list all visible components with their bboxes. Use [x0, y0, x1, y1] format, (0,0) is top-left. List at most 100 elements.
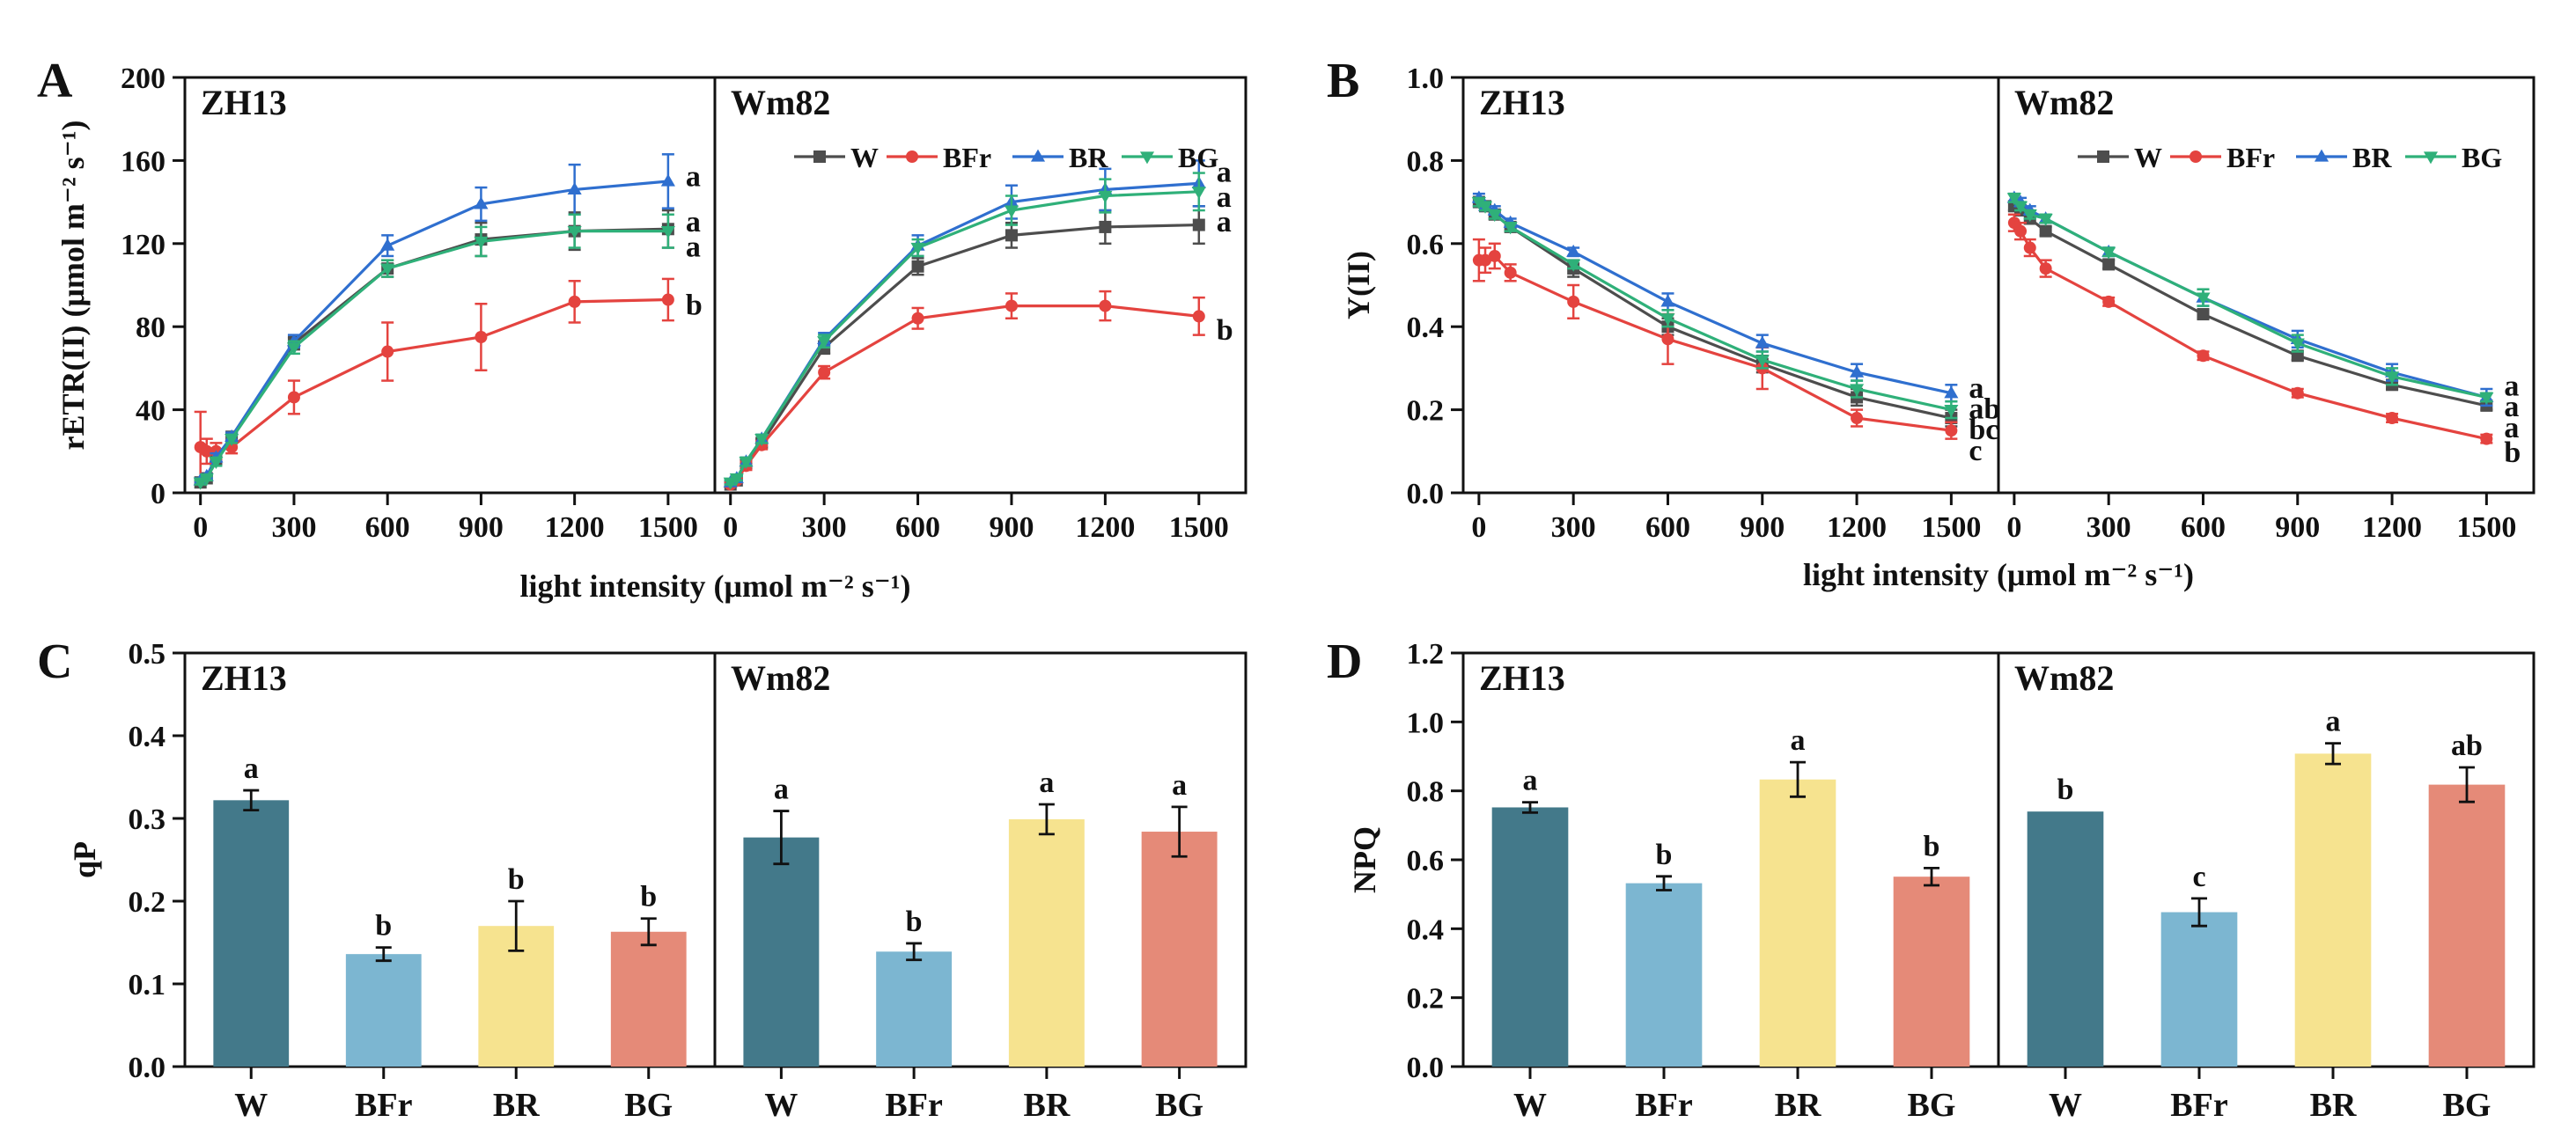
- data-point-BFr: [2102, 295, 2116, 308]
- data-point-BG: [567, 226, 582, 239]
- data-point-BG: [199, 473, 214, 486]
- significance-letter: a: [686, 160, 701, 193]
- data-point-W: [911, 260, 924, 273]
- bar-W: [1491, 807, 1569, 1067]
- panel-a-line-chart: A 0 40 80 120 160 200 rETR(II) (μmol m⁻² s⁻¹) ZH…: [37, 54, 1248, 604]
- data-point-BG: [2385, 371, 2400, 385]
- data-point-BG: [660, 226, 675, 239]
- significance-letter: a: [774, 774, 789, 806]
- data-point-BG: [1850, 384, 1865, 397]
- data-point-BR: [1850, 364, 1865, 378]
- significance-letter: b: [2057, 774, 2074, 806]
- bar-W: [743, 837, 820, 1067]
- data-point-BG: [2290, 338, 2305, 351]
- y-tick-label: 0.6: [1407, 229, 1445, 261]
- significance-letter: b: [906, 906, 923, 938]
- significance-letter: a: [1217, 157, 1232, 189]
- data-point-BFr: [2023, 241, 2036, 254]
- data-point-BG: [1004, 205, 1019, 218]
- data-point-BG: [1566, 259, 1581, 272]
- bar-BFr: [1625, 883, 1703, 1067]
- category-label: W: [234, 1087, 268, 1124]
- data-point-BR: [474, 196, 489, 209]
- legend-label: W: [850, 142, 879, 173]
- significance-letter: a: [1523, 765, 1538, 797]
- legend-label: BR: [2352, 142, 2392, 173]
- series-line-BFr: [2013, 222, 2487, 441]
- series-line-W: [1478, 201, 1952, 420]
- data-point-BG: [2022, 209, 2037, 223]
- x-tick-label: 1200: [1827, 511, 1887, 544]
- data-point-W: [2102, 258, 2116, 271]
- data-point-BFr: [661, 293, 674, 306]
- data-point-BFr: [911, 312, 924, 325]
- bar-BR: [2294, 753, 2372, 1067]
- data-point-BG: [1098, 190, 1113, 203]
- x-tick-label: 600: [2181, 511, 2226, 544]
- y-tick-label: 0.4: [1407, 312, 1445, 344]
- y-tick-label: 0.6: [1407, 845, 1445, 877]
- significance-letter: b: [2504, 436, 2521, 469]
- legend-label: BR: [1069, 142, 1108, 173]
- y-tick-label: 0.2: [1407, 395, 1445, 428]
- data-point-BG: [1471, 197, 1486, 209]
- x-axis-label: light intensity (μmol m⁻² s⁻¹): [520, 568, 911, 604]
- data-point-BFr: [200, 444, 213, 458]
- data-point-W: [2039, 224, 2052, 238]
- significance-letter: b: [686, 290, 703, 322]
- data-point-BFr: [2480, 432, 2493, 445]
- series-line-W: [199, 227, 668, 484]
- data-point-BG: [286, 342, 301, 356]
- bar-BR: [1008, 818, 1085, 1067]
- data-point-BFr: [1488, 249, 1501, 262]
- series-line-W: [729, 223, 1199, 486]
- x-tick-label: 900: [459, 511, 504, 544]
- legend-label: BG: [2462, 142, 2502, 173]
- data-point-BFr: [1945, 424, 1958, 437]
- data-point-BR: [380, 238, 395, 251]
- y-tick-label: 80: [136, 312, 166, 344]
- x-tick-label: 900: [1740, 511, 1785, 544]
- category-label: BR: [2310, 1087, 2357, 1124]
- x-tick-label: 600: [365, 511, 410, 544]
- category-label: BG: [624, 1087, 673, 1124]
- significance-letter: a: [2504, 412, 2519, 444]
- data-point-W: [1099, 220, 1112, 233]
- data-point-BG: [2013, 201, 2028, 214]
- significance-letter: a: [1217, 181, 1232, 214]
- y-tick-label: 0.3: [129, 803, 166, 836]
- category-label: BG: [2443, 1087, 2491, 1124]
- series-line-BFr: [729, 304, 1199, 486]
- x-tick-label: 1500: [1169, 511, 1229, 544]
- legend-marker-BFr: [2190, 150, 2202, 163]
- significance-letter: a: [686, 231, 701, 264]
- bar-BFr: [345, 954, 422, 1067]
- legend-label: BFr: [2226, 142, 2275, 173]
- y-tick-label: 1.0: [1407, 707, 1445, 739]
- data-point-BG: [474, 236, 489, 249]
- data-point-BFr: [818, 366, 831, 379]
- data-point-BR: [1566, 244, 1581, 257]
- data-point-W: [1005, 229, 1018, 242]
- category-label: BR: [1775, 1087, 1822, 1124]
- significance-letter: bc: [1969, 414, 1998, 446]
- legend-label: BG: [1178, 142, 1218, 173]
- y-axis-label: NPQ: [1347, 826, 1382, 893]
- legend-label: BFr: [943, 142, 991, 173]
- significance-letter: a: [1172, 769, 1187, 802]
- data-point-BFr: [1661, 333, 1674, 346]
- series-line-BG: [729, 190, 1199, 484]
- significance-letter: b: [1656, 839, 1673, 871]
- data-point-W: [1192, 218, 1205, 231]
- series-line-BR: [199, 180, 669, 482]
- category-label: BFr: [1635, 1087, 1693, 1124]
- significance-letter: b: [375, 910, 392, 943]
- data-point-BFr: [2039, 262, 2052, 275]
- x-tick-label: 900: [989, 511, 1034, 544]
- bar-BG: [1141, 832, 1218, 1067]
- subpanel-title: Wm82: [2014, 83, 2114, 122]
- y-tick-label: 0.0: [1407, 1052, 1445, 1084]
- bar-BG: [1893, 877, 1970, 1067]
- panel-label: A: [37, 54, 73, 108]
- panel-label: B: [1327, 54, 1359, 108]
